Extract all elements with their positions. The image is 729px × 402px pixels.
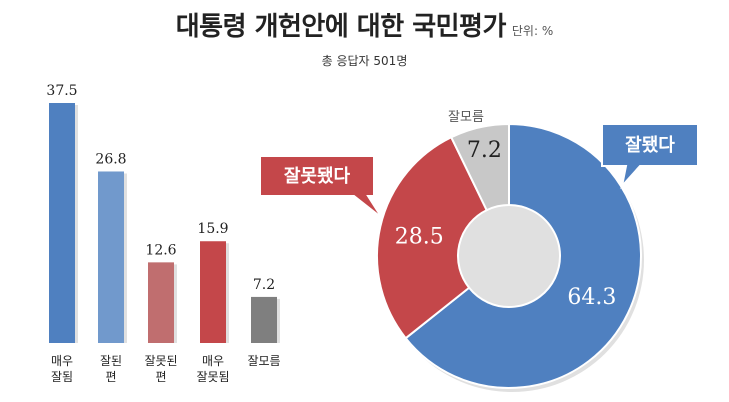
bar-category-label: 매우 [51,354,73,368]
bar-value-label: 12.6 [145,242,176,258]
donut-slice [449,122,510,212]
callout-label: 잘됐다 [625,135,675,156]
bar-value-label: 37.5 [46,83,77,99]
slice-value-label: 7.2 [467,138,502,163]
bar-category-label: 잘못된 [144,354,177,368]
bar-shadow [277,298,280,343]
bar-category-label: 편 [105,370,116,384]
donut-slice [376,135,489,340]
bar [49,103,75,343]
bar-value-label: 7.2 [253,277,275,293]
bar-category-label: 잘못됨 [196,370,229,384]
bar [98,171,124,343]
bar-category-label: 잘된 [100,354,122,368]
callout-bad: 잘못됐다 [259,155,383,219]
bar-category-label: 잘됨 [51,370,73,384]
slice-name-label: 잘모름 [448,110,484,125]
respondents-label: 총 응답자 501명 [321,54,408,68]
donut-slice [404,122,642,389]
bar-shadow [75,105,78,343]
bar [148,262,174,343]
callout-bubble [601,123,699,190]
callout-label: 잘못됐다 [284,166,351,187]
bar [200,241,226,343]
slice-value-label: 28.5 [395,225,444,250]
bar-shadow [174,264,177,343]
chart-title-block: 대통령 개헌안에 대한 국민평가 단위: % [0,6,729,43]
callout-good: 잘됐다 [601,123,699,190]
bar-shadow [124,173,127,343]
unit-label: 단위: % [511,24,554,38]
bar-value-label: 26.8 [95,151,126,167]
chart-title: 대통령 개헌안에 대한 국민평가 [175,12,507,42]
bar-value-label: 15.9 [197,221,228,237]
bar-shadow [226,243,229,343]
bar-category-label: 매우 [202,354,224,368]
bar-category-label: 잘모름 [247,354,280,368]
bar [251,296,277,343]
callout-bubble [259,155,383,219]
slice-value-label: 64.3 [567,285,616,310]
donut-chart: 64.3 28.5 7.2 잘모름 [376,110,644,392]
bar-category-label: 편 [155,370,166,384]
